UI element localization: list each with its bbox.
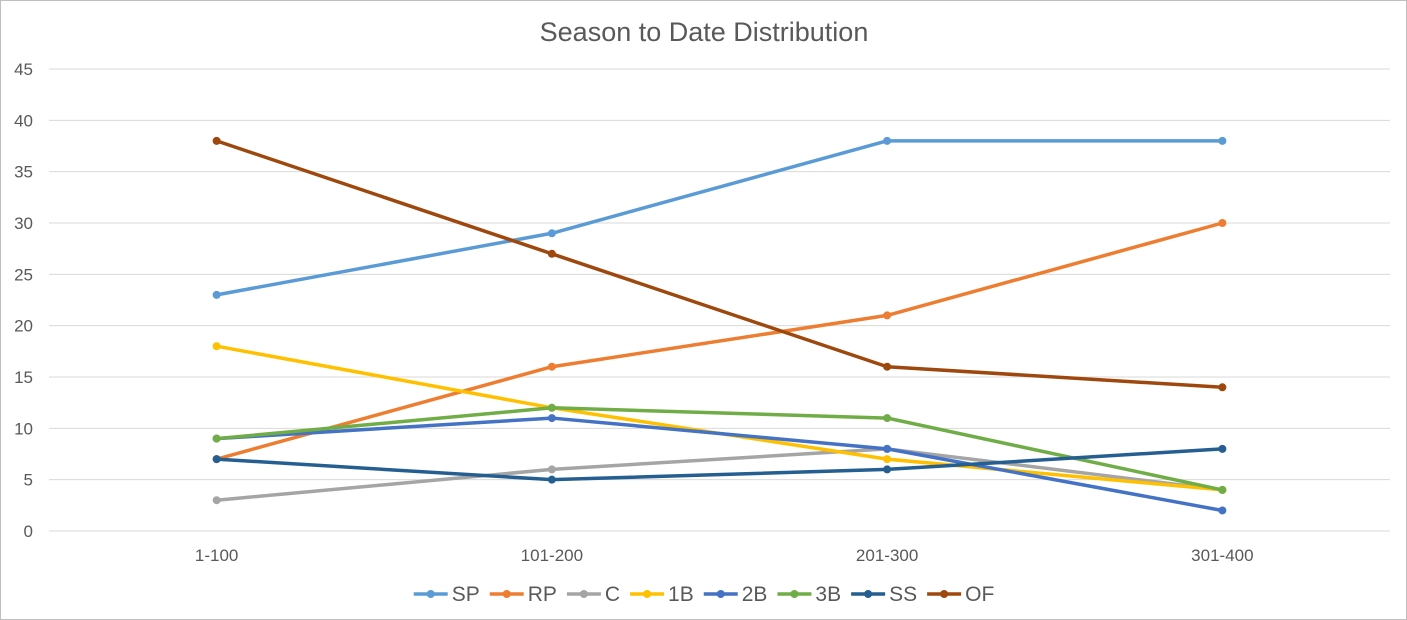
y-tick-label: 15 — [14, 368, 33, 387]
legend-marker — [426, 590, 435, 598]
x-tick-label: 1-100 — [195, 546, 238, 565]
y-tick-label: 20 — [14, 317, 33, 336]
data-point — [1218, 444, 1227, 453]
x-tick-label: 101-200 — [521, 546, 583, 565]
data-point — [1218, 383, 1227, 392]
data-point — [883, 465, 892, 474]
legend-item-2b: 2B — [703, 583, 768, 606]
series-sp — [212, 136, 1227, 299]
legend-marker — [716, 590, 725, 598]
legend-item-sp: SP — [413, 583, 480, 606]
data-point — [883, 414, 892, 423]
data-point — [547, 229, 556, 238]
chart-title: Season to Date Distribution — [540, 17, 869, 47]
legend-item-1b: 1B — [630, 583, 694, 606]
legend-marker — [643, 590, 652, 598]
legend-label: 3B — [815, 583, 841, 606]
series-of — [212, 136, 1227, 392]
legend-label: OF — [965, 583, 994, 606]
data-point — [883, 444, 892, 453]
legend-marker — [790, 590, 799, 598]
data-point — [1218, 219, 1227, 227]
series-line — [214, 139, 1225, 297]
data-point — [1218, 506, 1227, 515]
data-point — [1218, 485, 1227, 494]
data-point — [212, 455, 221, 464]
y-axis-ticks: 0 5 10 15 20 25 30 35 40 45 — [14, 60, 33, 541]
legend-item-c: C — [566, 583, 620, 606]
legend-label: 2B — [742, 583, 768, 606]
legend-marker — [502, 590, 511, 598]
data-point — [883, 455, 892, 464]
legend-label: 1B — [668, 583, 694, 606]
legend-marker — [579, 590, 588, 598]
data-point — [883, 311, 892, 320]
y-tick-label: 30 — [14, 214, 33, 233]
data-point — [883, 362, 892, 371]
x-axis-ticks: 1-100 101-200 201-300 301-400 — [195, 546, 1254, 565]
y-tick-label: 25 — [14, 265, 33, 284]
data-point — [212, 342, 221, 351]
legend-item-3b: 3B — [777, 583, 841, 606]
series-line — [214, 406, 1225, 492]
legend-item-rp: RP — [489, 583, 557, 606]
legend-label: RP — [528, 583, 557, 606]
data-point — [547, 414, 556, 423]
data-point — [547, 475, 556, 484]
y-tick-label: 40 — [14, 111, 33, 130]
legend-label: SS — [889, 583, 917, 606]
series-line — [214, 447, 1225, 502]
series-ss — [212, 444, 1227, 484]
x-tick-label: 201-300 — [856, 546, 918, 565]
legend-marker — [864, 590, 873, 598]
x-tick-label: 301-400 — [1191, 546, 1253, 565]
data-point — [547, 249, 556, 258]
series-lines — [212, 136, 1227, 515]
series-2b — [212, 414, 1227, 515]
legend-marker — [940, 590, 949, 598]
series-line — [214, 416, 1225, 513]
data-point — [547, 403, 556, 412]
series-line — [214, 447, 1225, 482]
data-point — [212, 136, 221, 145]
legend: SP RP C 1B 2B 3B SS OF — [413, 583, 994, 606]
legend-item-of: OF — [927, 583, 994, 606]
legend-label: C — [605, 583, 620, 606]
data-point — [212, 290, 221, 299]
y-tick-label: 5 — [24, 471, 33, 490]
series-line — [214, 139, 1225, 390]
series-3b — [212, 403, 1227, 494]
gridlines — [49, 68, 1390, 532]
y-tick-label: 0 — [24, 522, 33, 541]
series-line — [214, 221, 1225, 461]
data-point — [883, 136, 892, 145]
data-point — [547, 362, 556, 371]
data-point — [547, 465, 556, 474]
data-point — [212, 496, 221, 505]
data-point — [212, 434, 221, 443]
data-point — [1218, 136, 1227, 145]
legend-item-ss: SS — [851, 583, 917, 606]
legend-label: SP — [452, 583, 480, 606]
y-tick-label: 35 — [14, 163, 33, 182]
y-tick-label: 45 — [14, 60, 33, 79]
y-tick-label: 10 — [14, 419, 33, 438]
